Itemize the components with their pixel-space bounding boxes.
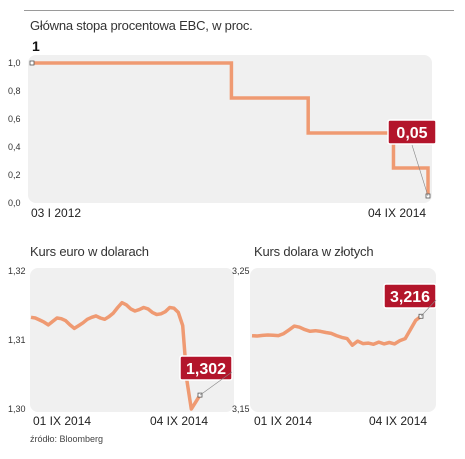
chart2-ytick: 1,31	[8, 335, 26, 345]
chart2-ytick: 1,30	[8, 404, 26, 414]
chart1-ytick: 0,0	[8, 198, 21, 208]
chart1-ytick: 0,6	[8, 114, 21, 124]
chart3-callout-box	[383, 283, 437, 309]
chart1-xlabel-start: 03 I 2012	[31, 206, 82, 220]
chart3-xlabel-start: 01 IX 2014	[254, 414, 313, 428]
chart1-ytick: 0,8	[8, 86, 21, 96]
chart3-series-line	[251, 314, 423, 347]
chart2-series-line	[30, 300, 202, 411]
chart1-callout-label: 0,05	[396, 125, 427, 142]
chart2-xlabel-start: 01 IX 2014	[33, 414, 92, 428]
top-divider	[24, 10, 454, 11]
chart1-title: Główna stopa procentowa EBC, w proc.	[30, 18, 253, 33]
chart3-title: Kurs dolara w złotych	[254, 244, 374, 259]
chart2-title: Kurs euro w dolarach	[30, 244, 149, 259]
chart1-xlabel-end: 04 IX 2014	[368, 206, 427, 220]
chart1-series-line	[32, 61, 430, 196]
chart1-ytick: 0,4	[8, 142, 21, 152]
chart1-callout-leader	[411, 144, 429, 197]
source-note: źródło: Bloomberg	[30, 434, 104, 444]
chart2-ytick: 1,32	[8, 266, 26, 276]
chart3-ytick: 3,25	[232, 266, 250, 276]
chart2-panel	[30, 268, 234, 412]
chart1-start-value-label: 1	[32, 38, 40, 54]
chart1-ytick: 1,0	[8, 58, 21, 68]
chart1-ytick: 0,2	[8, 170, 21, 180]
chart3-callout-label: 3,216	[390, 289, 430, 306]
chart1-callout-box	[387, 119, 437, 145]
chart2-callout-leader	[199, 371, 233, 396]
chart2-callout-label: 1,302	[186, 361, 226, 378]
chart2-callout-box	[179, 355, 233, 381]
chart3-callout-leader	[420, 299, 437, 317]
chart1-start-marker	[29, 60, 35, 66]
chart2-xlabel-end: 04 IX 2014	[150, 414, 209, 428]
chart3-ytick: 3,15	[232, 404, 250, 414]
chart3-xlabel-end: 04 IX 2014	[369, 414, 428, 428]
